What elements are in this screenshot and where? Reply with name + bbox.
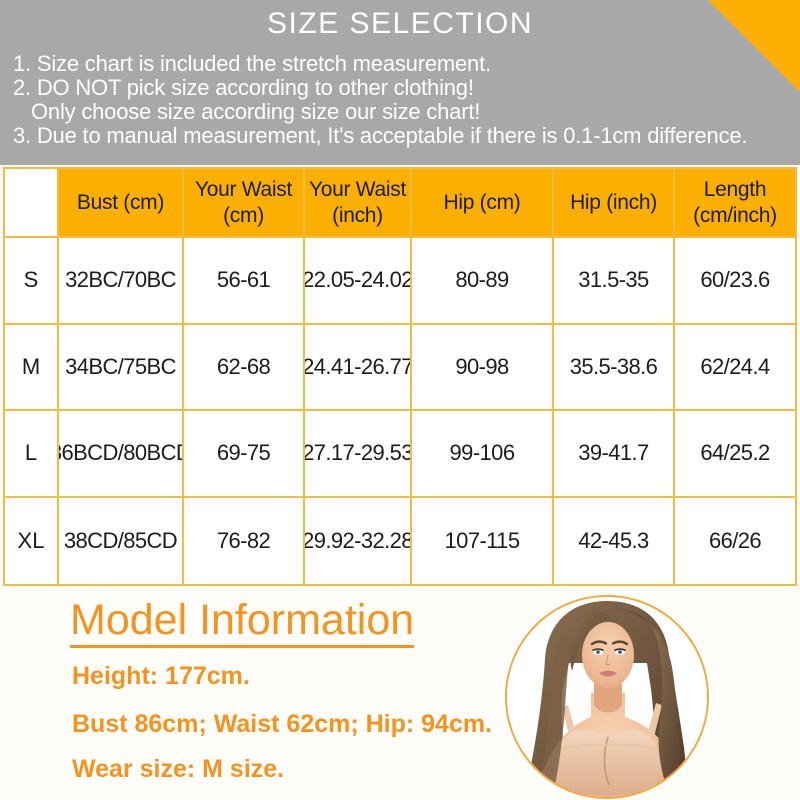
model-info-wear-size: Wear size: M size.: [72, 755, 285, 783]
model-photo: [505, 595, 709, 799]
model-info-measurements: Bust 86cm; Waist 62cm; Hip: 94cm.: [72, 710, 493, 738]
size-label-m: M: [5, 324, 59, 411]
header-cell-waist-inch: Your Waist (inch): [305, 169, 412, 238]
table-cell: 66/26: [708, 527, 762, 553]
model-portrait-illustration: [507, 597, 707, 797]
hero-banner: SIZE SELECTION 1. Size chart is included…: [0, 0, 800, 165]
table-cell: 38CD/85CD: [59, 497, 184, 584]
table-cell: 107-115: [412, 497, 554, 584]
model-info-height: Height: 177cm.: [72, 662, 250, 690]
table-cell: 62/24.4: [675, 325, 795, 411]
table-cell: 76-82: [184, 497, 305, 584]
table-cell: 34BC/75BC: [59, 324, 184, 411]
table-cell: 69-75: [184, 411, 305, 498]
table-cell: 24.41-26.77: [305, 324, 412, 411]
header-cell-blank: [5, 169, 59, 238]
note-line-2-continued: Only choose size according size our size…: [31, 99, 481, 124]
table-cell: 62-68: [184, 324, 305, 411]
table-cell: 29.92-32.28: [305, 497, 412, 584]
table-cell: 60/23.6: [675, 238, 795, 325]
table-cell: 56-61: [184, 238, 305, 325]
page-title: SIZE SELECTION: [266, 7, 534, 40]
size-label-xl: XL: [5, 497, 59, 584]
table-cell: 35.5-38.6: [554, 324, 675, 411]
size-chart-table: Bust (cm) Your Waist (cm) Your Waist (in…: [3, 167, 797, 586]
header-cell-bust: Bust (cm): [59, 169, 184, 238]
header-cell-waist-cm: Your Waist (cm): [184, 169, 305, 238]
table-cell: 64/25.2: [675, 411, 795, 498]
size-label-l: L: [5, 411, 59, 498]
table-cell: 32BC/70BC: [59, 238, 184, 325]
table-cell: 99-106: [412, 411, 554, 498]
table-cell: 22.05-24.02: [305, 238, 412, 325]
notes-list: 1. Size chart is included the stretch me…: [13, 52, 794, 148]
note-line-1: 1. Size chart is included the stretch me…: [13, 51, 491, 76]
table-cell: 42-45.3: [554, 497, 675, 584]
table-cell: 39-41.7: [554, 411, 675, 498]
table-cell: 27.17-29.53: [305, 411, 412, 498]
table-cell: 90-98: [412, 324, 554, 411]
table-cell: 31.5-35: [554, 238, 675, 325]
header-cell-hip-cm: Hip (cm): [412, 169, 554, 238]
size-label-s: S: [5, 238, 59, 325]
note-line-2: 2. DO NOT pick size according to other c…: [13, 75, 474, 100]
model-info-heading: Model Information: [70, 596, 415, 649]
header-cell-length: Length (cm/inch): [675, 169, 795, 238]
table-cell: 80-89: [412, 238, 554, 325]
header-cell-hip-inch: Hip (inch): [554, 169, 675, 238]
table-cell: 36BCD/80BCD: [59, 411, 184, 498]
note-line-3: 3. Due to manual measurement, It's accep…: [13, 123, 748, 148]
